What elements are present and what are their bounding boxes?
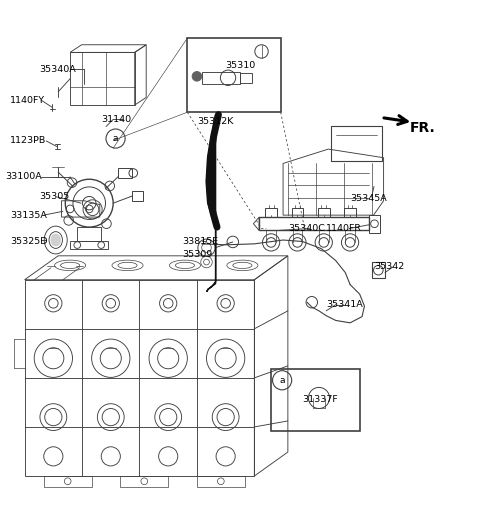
Bar — [118, 168, 132, 178]
Text: 31337F: 31337F — [302, 395, 338, 404]
Text: a: a — [113, 134, 118, 143]
Text: 35305: 35305 — [39, 193, 69, 201]
Text: 35309: 35309 — [182, 250, 213, 259]
Bar — [372, 262, 385, 278]
Bar — [271, 369, 360, 431]
Ellipse shape — [51, 234, 60, 246]
Bar — [259, 217, 369, 230]
Text: 35325D: 35325D — [10, 237, 48, 246]
Text: 35310: 35310 — [226, 62, 256, 70]
Text: 35340A: 35340A — [39, 65, 76, 74]
Bar — [132, 191, 143, 201]
Text: 33815E: 33815E — [182, 237, 219, 246]
Text: 33100A: 33100A — [5, 173, 42, 181]
Text: 1123PB: 1123PB — [10, 136, 47, 146]
Text: 35342: 35342 — [374, 262, 404, 271]
Text: 33135A: 33135A — [10, 210, 47, 220]
Bar — [187, 38, 281, 112]
Text: a: a — [279, 376, 285, 385]
Bar — [369, 215, 380, 233]
Bar — [331, 126, 382, 160]
Circle shape — [192, 72, 202, 81]
Bar — [318, 208, 329, 217]
Text: 1140FY: 1140FY — [10, 96, 46, 105]
Text: 35312K: 35312K — [197, 117, 233, 126]
Text: 1140FR: 1140FR — [326, 224, 362, 233]
Bar — [265, 208, 277, 217]
Text: 35341A: 35341A — [326, 300, 363, 309]
Bar — [344, 208, 356, 217]
Bar — [292, 208, 303, 217]
Text: 35345A: 35345A — [350, 195, 387, 204]
Text: 35340C: 35340C — [288, 224, 325, 233]
Text: FR.: FR. — [410, 121, 436, 135]
Text: 31140: 31140 — [101, 115, 132, 124]
